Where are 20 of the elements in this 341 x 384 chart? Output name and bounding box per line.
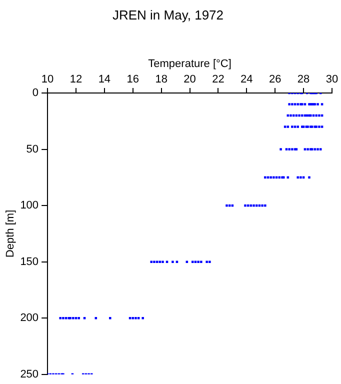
y-tick-label: 250 [20,368,39,380]
x-tick-label: 30 [326,73,338,86]
x-tick-label: 26 [268,73,282,86]
y-tick-label: 100 [20,200,39,212]
x-axis-title: Temperature [°C] [148,58,232,70]
x-tick-label: 12 [70,73,82,86]
y-tick-label: 150 [20,256,39,268]
y-tick-label: 200 [20,312,39,324]
x-tick-label: 18 [155,73,168,86]
x-tick-label: 28 [297,73,310,86]
x-tick-label: 16 [126,73,140,86]
x-tick-label: 20 [184,73,196,86]
x-tick-label: 14 [98,73,111,86]
x-tick-label: 24 [240,73,253,86]
x-tick-label: 10 [41,73,54,86]
y-tick-label: 0 [32,87,39,100]
y-axis-title: Depth [m] [4,210,17,258]
y-tick-label: 50 [26,143,39,156]
chart-title: JREN in May, 1972 [112,7,224,22]
x-tick-label: 22 [212,73,224,86]
